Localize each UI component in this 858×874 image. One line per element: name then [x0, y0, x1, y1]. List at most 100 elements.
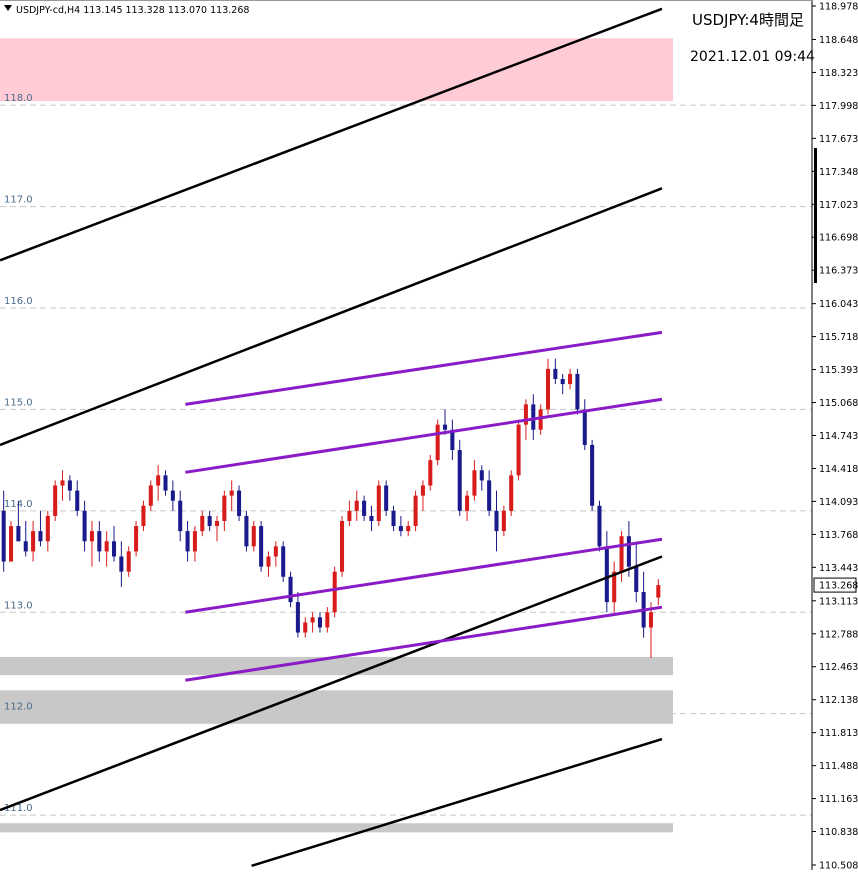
candle-body: [89, 531, 94, 542]
candle-body: [53, 485, 58, 516]
price-axis-tick-label: 111.813: [819, 728, 858, 739]
trendline-purple-1[interactable]: [185, 330, 663, 406]
grid-level-label: 112.0: [4, 702, 33, 713]
candle: [288, 571, 293, 608]
candle: [634, 541, 639, 603]
candle: [332, 566, 337, 618]
candle-body: [340, 520, 345, 572]
candle-body: [31, 531, 36, 552]
collapse-arrow-icon[interactable]: [4, 5, 12, 11]
candle-body: [523, 404, 528, 425]
candle: [590, 439, 595, 511]
candle: [295, 591, 300, 638]
candle-body: [560, 379, 565, 385]
trendline-black-1[interactable]: [0, 7, 663, 262]
candle: [656, 579, 661, 606]
price-scroll-bar[interactable]: [814, 148, 817, 283]
candle-body: [281, 546, 286, 577]
candle: [516, 419, 521, 481]
candle-body: [604, 546, 609, 603]
candle: [97, 520, 102, 562]
candle: [406, 520, 411, 537]
candle: [259, 520, 264, 572]
grid-level-label: 115.0: [4, 397, 33, 408]
candle-body: [67, 480, 72, 491]
candle-body: [553, 368, 558, 380]
price-axis-tick-label: 112.138: [819, 695, 858, 706]
candle-body: [538, 409, 543, 430]
trendline-black-3[interactable]: [0, 555, 663, 812]
candle: [325, 607, 330, 633]
candle-body: [465, 495, 470, 511]
candle: [340, 515, 345, 577]
candle-body: [317, 617, 322, 628]
price-axis-tick-label: 110.838: [819, 827, 858, 838]
trendline-black-4[interactable]: [251, 737, 663, 868]
candle: [501, 505, 506, 537]
candle-body: [376, 485, 381, 521]
support-zone-3: [0, 823, 673, 833]
candle: [156, 465, 161, 501]
price-axis-tick-label: 116.373: [819, 266, 858, 277]
candle-body: [178, 500, 183, 532]
grid-level-label: 117.0: [4, 195, 33, 206]
trendline-purple-3[interactable]: [185, 537, 663, 614]
candle-body: [487, 480, 492, 511]
candle-body: [16, 526, 21, 542]
candle: [376, 480, 381, 527]
candle: [303, 617, 308, 638]
support-zone-2: [0, 690, 673, 724]
candle: [597, 500, 602, 552]
candle-body: [384, 485, 389, 511]
candle: [575, 368, 580, 415]
candle: [126, 546, 131, 577]
candle: [45, 510, 50, 552]
price-axis-tick-label: 114.418: [819, 464, 858, 475]
candle: [75, 480, 80, 516]
price-axis-tick-label: 113.113: [819, 596, 858, 607]
candle: [413, 490, 418, 532]
grid-level-label: 118.0: [4, 93, 33, 104]
candle: [612, 561, 617, 613]
candle-body: [362, 500, 367, 516]
candle-body: [134, 526, 139, 552]
price-axis-tick-label: 110.508: [819, 861, 858, 871]
grid-level-label: 113.0: [4, 600, 33, 611]
candle-body: [479, 470, 484, 481]
candle: [428, 455, 433, 491]
price-axis-tick-label: 116.698: [819, 233, 858, 244]
candle: [163, 470, 168, 496]
trendline-purple-2[interactable]: [185, 397, 663, 474]
candle-body: [656, 585, 661, 598]
candle-body: [634, 566, 639, 592]
resistance-zone-0: [0, 38, 673, 102]
candle: [111, 526, 117, 562]
trendline-purple-4[interactable]: [185, 605, 663, 682]
candle-body: [222, 495, 227, 521]
price-axis-tick-label: 116.043: [819, 299, 858, 310]
price-axis-tick-label: 113.768: [819, 530, 858, 541]
candle-body: [310, 617, 315, 623]
candle: [531, 394, 536, 440]
trendline-black-2[interactable]: [0, 187, 663, 447]
candle-body: [38, 531, 43, 542]
support-zone-1: [0, 656, 673, 676]
candle: [369, 505, 374, 532]
candle-body: [273, 546, 278, 557]
candle-body: [501, 510, 506, 532]
candle: [465, 490, 470, 521]
candle-body: [369, 515, 374, 521]
candle: [207, 510, 212, 532]
candle-body: [9, 526, 14, 562]
candle: [192, 526, 197, 562]
candle: [317, 612, 322, 633]
candle: [553, 358, 558, 385]
candle-body: [347, 510, 352, 521]
candle-body: [23, 541, 28, 552]
candle: [60, 470, 65, 501]
candle: [457, 439, 462, 516]
chart-datetime: 2021.12.01 09:44: [690, 49, 815, 65]
candle-body: [442, 424, 448, 430]
